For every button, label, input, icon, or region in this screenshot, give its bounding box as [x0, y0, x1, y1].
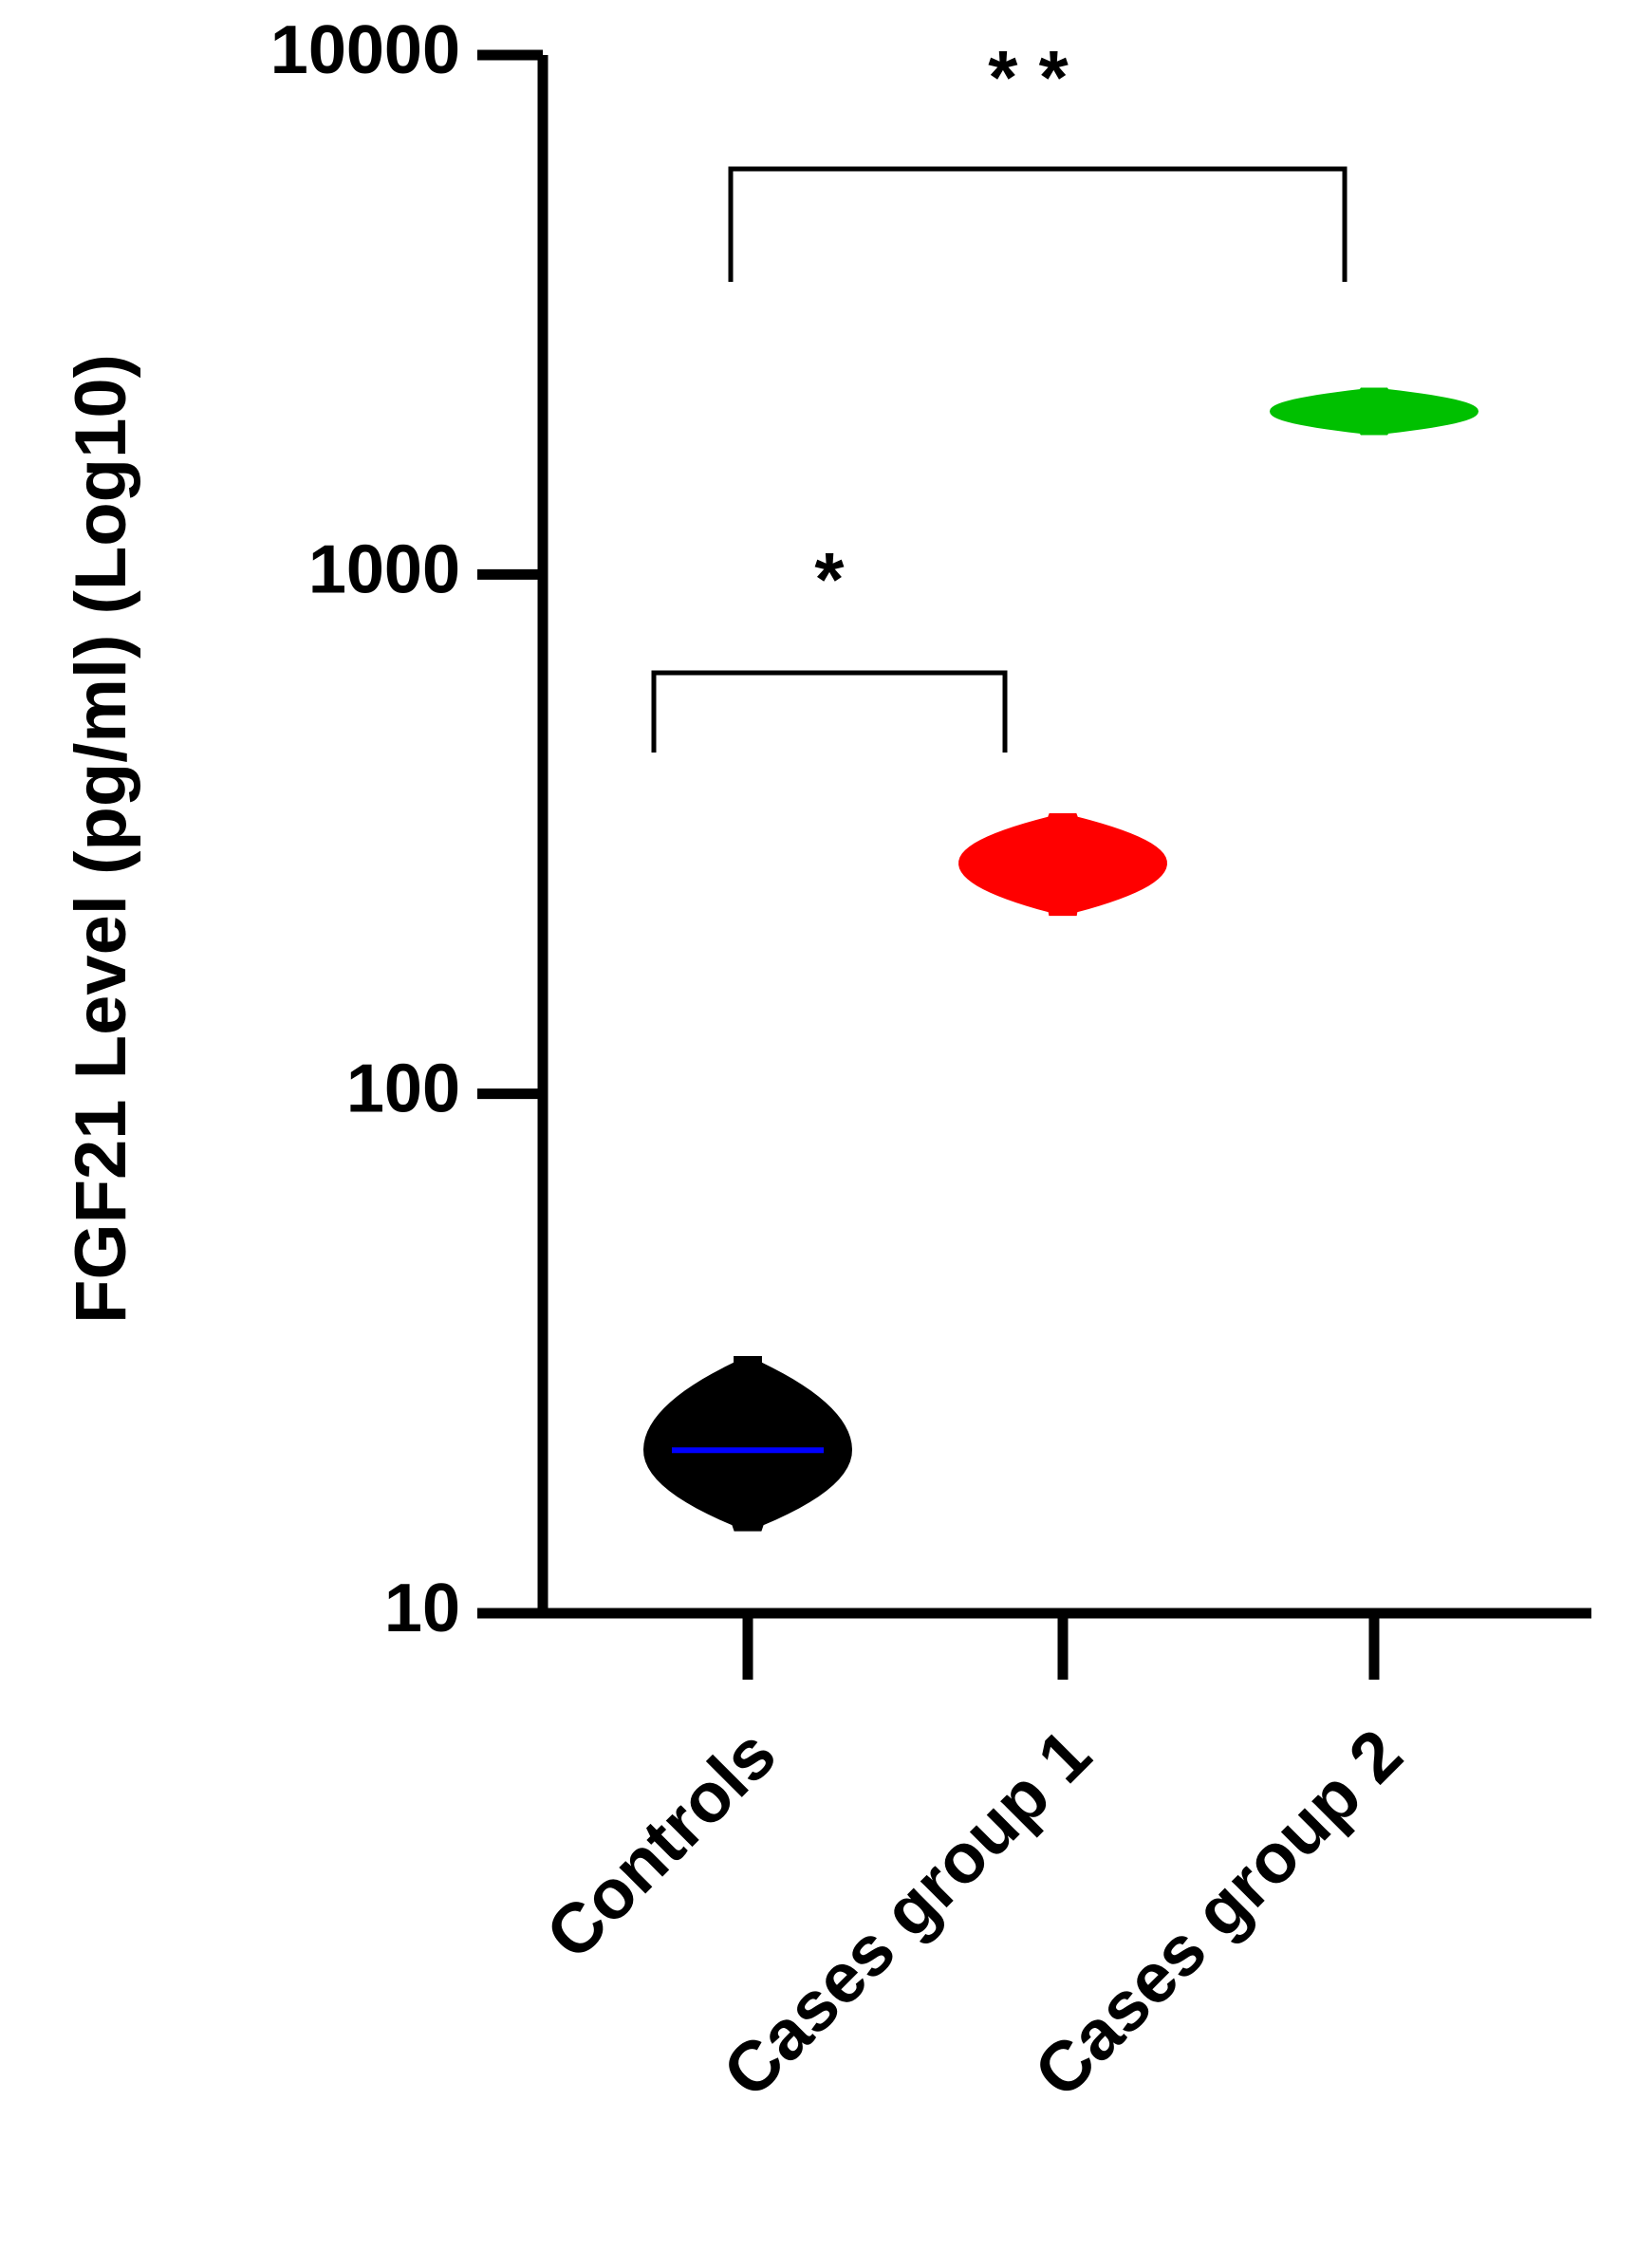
- significance-label: * *: [988, 35, 1069, 120]
- y-tick-label: 100: [346, 1051, 460, 1127]
- significance-bracket: [651, 670, 1008, 753]
- y-tick-label: 1000: [308, 531, 460, 607]
- x-tick-label: Controls: [530, 1714, 790, 1974]
- y-axis-label: FGF21 Level (pg/ml) (Log10): [61, 354, 141, 1324]
- y-tick-label: 10: [384, 1571, 460, 1646]
- significance-bracket: [728, 166, 1348, 282]
- violin: [643, 1356, 852, 1532]
- y-tick-label: 10000: [270, 12, 460, 88]
- significance-label: *: [814, 537, 845, 622]
